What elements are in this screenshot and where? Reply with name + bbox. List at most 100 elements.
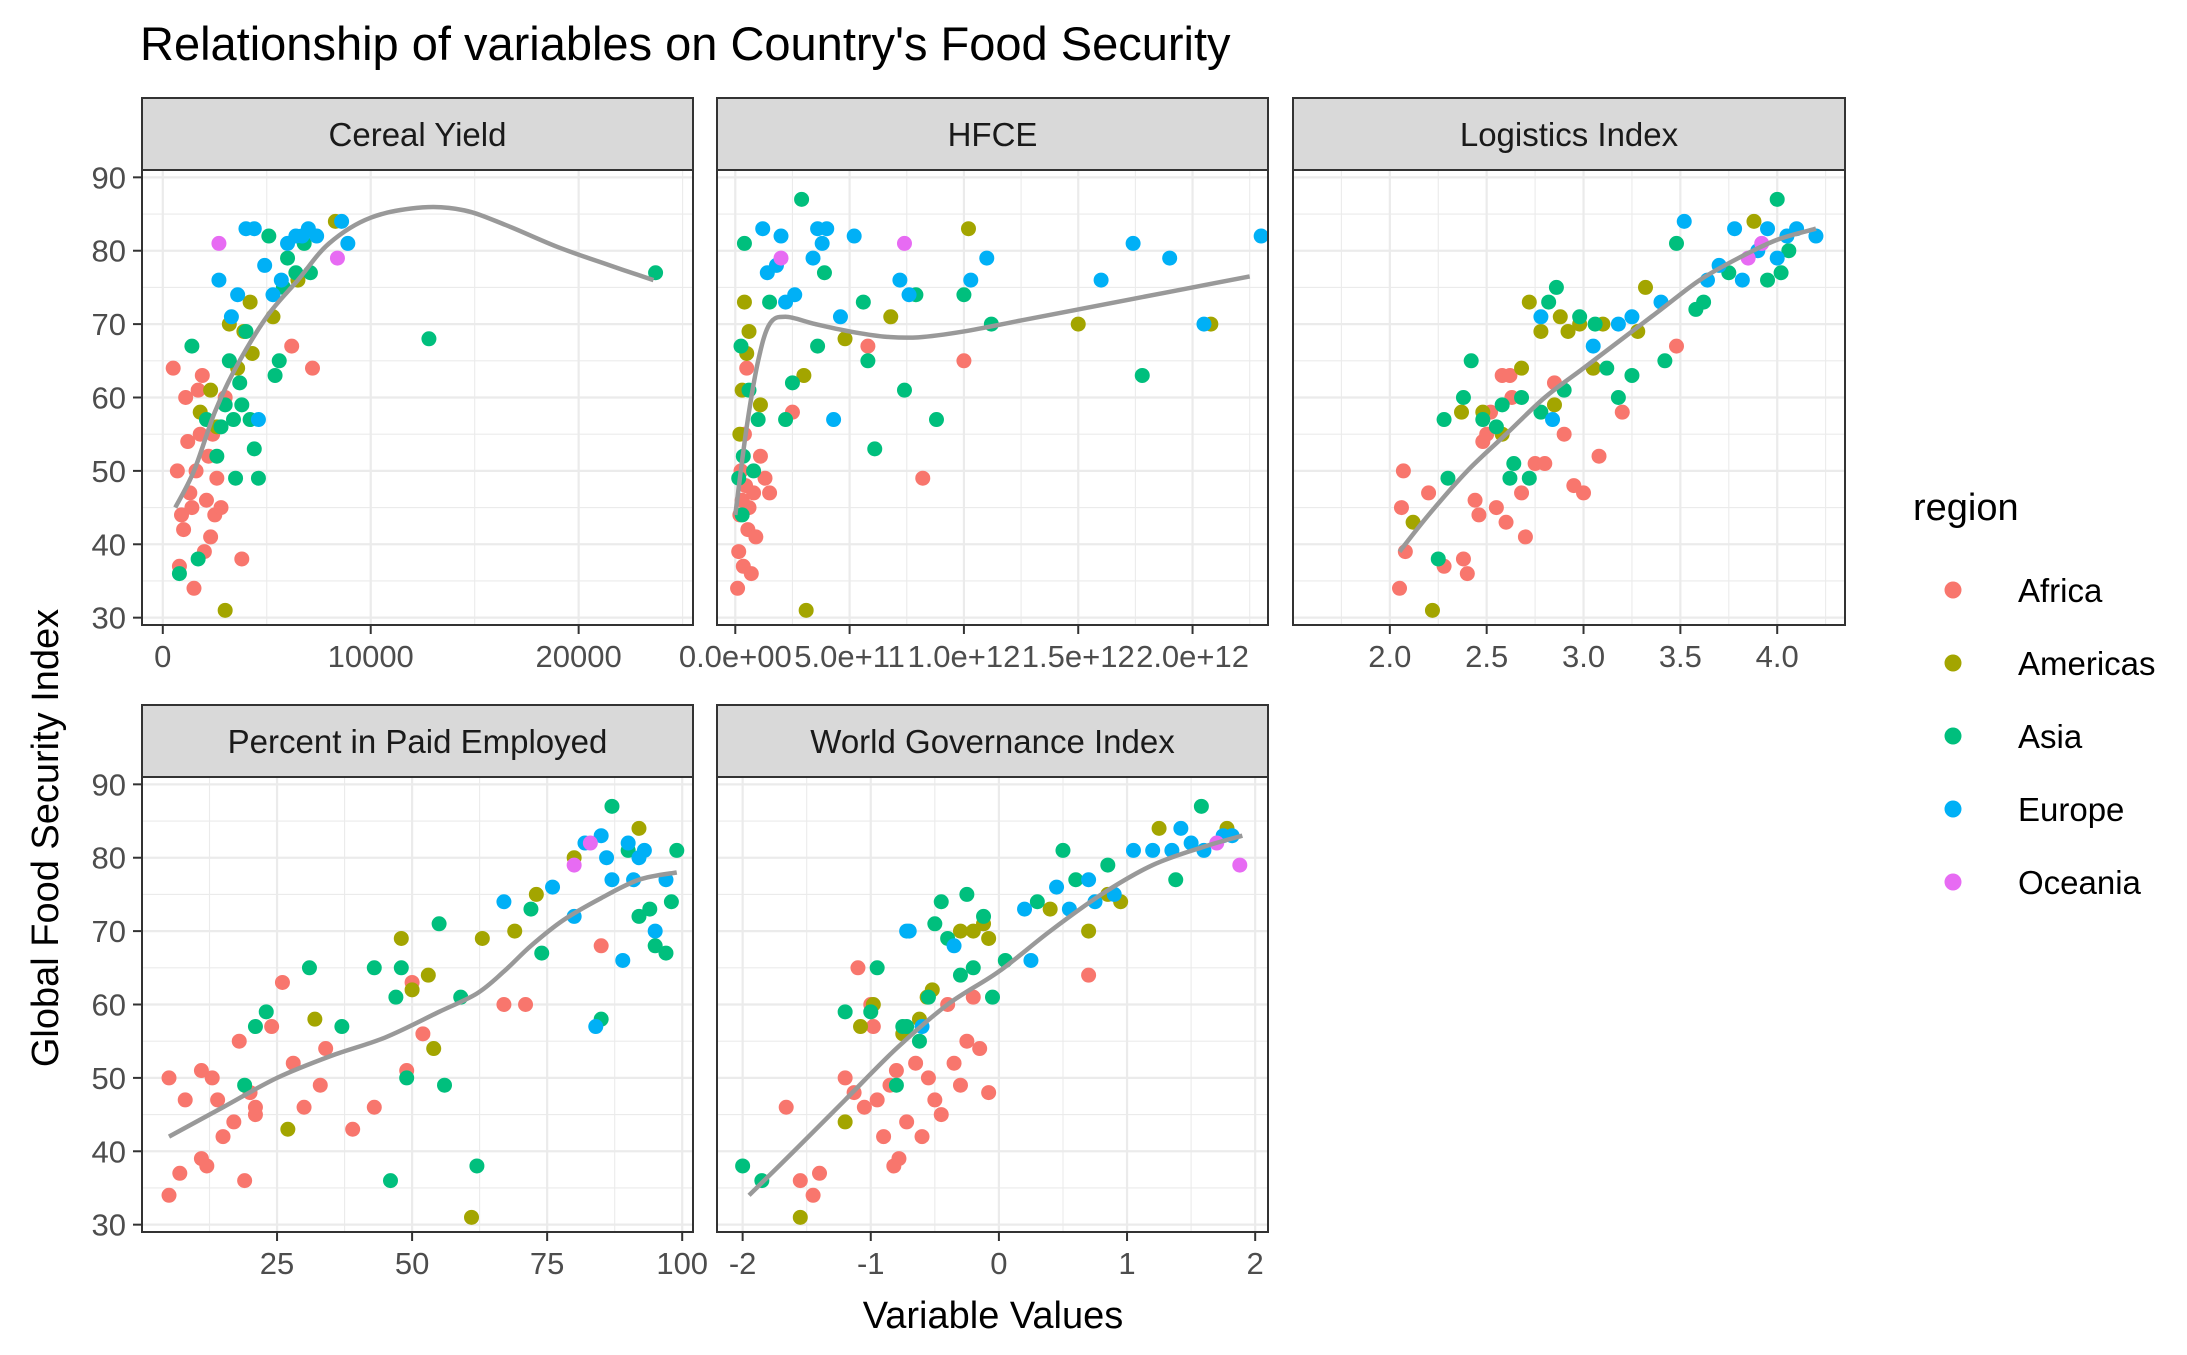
point-africa: [161, 1070, 177, 1086]
point-asia: [258, 1004, 274, 1020]
point-europe: [604, 872, 620, 888]
point-africa: [812, 1165, 828, 1181]
point-africa: [860, 338, 876, 354]
smooth-line: [173, 204, 655, 509]
point-asia: [959, 886, 975, 902]
point-europe: [1769, 250, 1785, 266]
point-europe: [963, 272, 979, 288]
point-africa: [172, 1165, 188, 1181]
point-asia: [899, 1019, 915, 1035]
point-asia: [778, 412, 794, 428]
point-africa: [190, 382, 206, 398]
y-tick-label: 80: [92, 234, 126, 269]
point-africa: [946, 1055, 962, 1071]
point-africa: [1498, 514, 1514, 530]
point-africa: [972, 1041, 988, 1057]
point-africa: [876, 1129, 892, 1145]
point-asia: [209, 448, 225, 464]
legend-key-americas: [1944, 654, 1962, 672]
point-africa: [1392, 580, 1408, 596]
gridlines: [142, 170, 693, 625]
point-europe: [1017, 901, 1033, 917]
point-asia: [928, 412, 944, 428]
point-asia: [267, 367, 283, 383]
facet-cereal-yield: Cereal Yield 0 10000 20000 30 40 50 60 70 80 90: [92, 97, 694, 674]
point-asia: [1168, 872, 1184, 888]
point-asia: [956, 287, 972, 303]
x-tick-label: 3.5: [1659, 639, 1702, 674]
point-africa: [366, 1099, 382, 1115]
point-africa: [1576, 485, 1592, 501]
point-asia: [225, 412, 241, 428]
point-europe: [211, 272, 227, 288]
point-africa: [210, 1092, 226, 1108]
points: [165, 213, 664, 618]
point-asia: [642, 901, 658, 917]
point-africa: [762, 485, 778, 501]
point-asia: [663, 894, 679, 910]
point-asia: [213, 419, 229, 435]
y-tick-label: 30: [92, 601, 126, 636]
legend-label: Americas: [2018, 645, 2156, 682]
point-asia: [631, 908, 647, 924]
point-europe: [588, 1019, 604, 1035]
facet-hfce: HFCE 0.0e+00 5.0e+11 1.0e+12 1.5e+12 2.0e+12: [679, 97, 1269, 674]
x-tick-label: 0.0e+00: [679, 639, 792, 674]
point-americas: [420, 967, 436, 983]
point-europe: [273, 272, 289, 288]
point-asia: [382, 1173, 398, 1189]
x-tick-label: 75: [530, 1246, 564, 1281]
point-americas: [1514, 360, 1530, 376]
point-americas: [960, 221, 976, 237]
point-africa: [165, 360, 181, 376]
point-africa: [1614, 404, 1630, 420]
point-africa: [177, 1092, 193, 1108]
legend-label: Oceania: [2018, 864, 2142, 901]
point-africa: [908, 1055, 924, 1071]
point-africa: [891, 1151, 907, 1167]
point-europe: [647, 923, 663, 939]
point-asia: [250, 470, 266, 486]
y-tick-label: 70: [92, 914, 126, 949]
point-americas: [1746, 213, 1762, 229]
point-asia: [648, 265, 664, 281]
point-asia: [280, 250, 296, 266]
y-tick-label: 50: [92, 1061, 126, 1096]
facet-strip-label: Percent in Paid Employed: [228, 723, 608, 760]
point-americas: [1552, 309, 1568, 325]
legend-item-europe: Europe: [1944, 791, 2124, 828]
point-americas: [217, 602, 233, 618]
point-africa: [518, 997, 534, 1012]
x-tick-label: 2.0: [1368, 639, 1411, 674]
gridlines: [1293, 170, 1845, 625]
point-asia: [1430, 551, 1446, 567]
point-europe: [1727, 221, 1743, 237]
y-tick-label: 70: [92, 307, 126, 342]
point-africa: [1471, 507, 1487, 523]
point-africa: [850, 960, 866, 976]
point-asia: [1769, 191, 1785, 207]
x-tick-label: 100: [656, 1246, 708, 1281]
point-europe: [814, 235, 830, 251]
point-africa: [199, 1158, 215, 1174]
point-asia: [746, 463, 762, 479]
chart-title: Relationship of variables on Country's F…: [140, 17, 1231, 70]
point-africa: [174, 507, 190, 523]
point-europe: [1196, 316, 1212, 332]
point-africa: [778, 1099, 794, 1115]
point-africa: [1502, 367, 1518, 383]
point-asia: [794, 191, 810, 207]
point-asia: [234, 397, 250, 413]
y-tick-label: 40: [92, 527, 126, 562]
point-europe: [901, 287, 917, 303]
x-tick-label: 1: [1118, 1246, 1135, 1281]
point-asia: [228, 470, 244, 486]
legend-item-americas: Americas: [1944, 645, 2156, 682]
point-europe: [1093, 272, 1109, 288]
point-asia: [1440, 470, 1456, 486]
point-asia: [334, 1019, 350, 1035]
point-africa: [792, 1173, 808, 1189]
point-asia: [1436, 412, 1452, 428]
point-asia: [388, 989, 404, 1005]
facet-strip: [716, 97, 1269, 171]
